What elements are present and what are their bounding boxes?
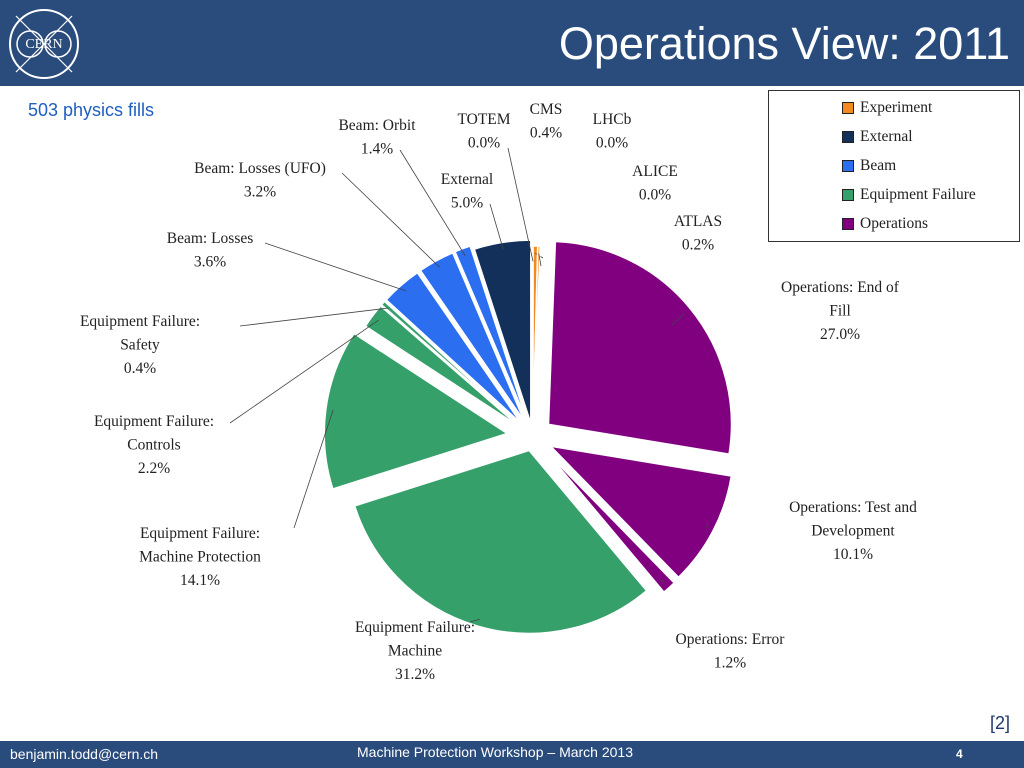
leader-line — [706, 520, 709, 528]
title-bar: CERN Operations View: 2011 — [0, 0, 1024, 86]
pie-slice — [545, 451, 676, 594]
slice-label: Operations: Error 1.2% — [676, 631, 786, 672]
legend-label: External — [860, 128, 913, 145]
footer-bar: benjamin.todd@cern.ch Machine Protection… — [0, 741, 1024, 768]
legend-swatch-external — [842, 131, 854, 143]
slice-label: Equipment Failure: Controls 2.2% — [94, 413, 214, 477]
pie-slice — [473, 239, 532, 424]
footer-email: benjamin.todd@cern.ch — [10, 746, 159, 762]
pie-slice — [353, 449, 648, 635]
pie-chart: CMS 0.4% LHCb 0.0%ALICE 0.0% ATLAS 0.2% Operati… — [80, 101, 917, 683]
logo-text: CERN — [25, 37, 62, 52]
legend-label: Experiment — [860, 99, 933, 116]
legend-item-equipment-failure: Equipment Failure — [842, 184, 976, 206]
pie-slice — [385, 271, 522, 424]
slice-label: Equipment Failure: Safety 0.4% — [80, 313, 200, 377]
legend-swatch-equipment-failure — [842, 189, 854, 201]
legend-label: Equipment Failure — [860, 186, 976, 203]
subtitle: 503 physics fills — [28, 100, 155, 120]
cern-logo: CERN — [9, 9, 79, 79]
legend-label: Operations — [860, 215, 929, 232]
leader-line — [239, 307, 389, 327]
slice-label: Operations: End of Fill 27.0% — [781, 279, 900, 343]
legend-item-beam: Beam — [842, 155, 896, 177]
slice-label: CMS 0.4% — [530, 101, 563, 142]
slice-label: External 5.0% — [441, 171, 494, 212]
legend-item-external: External — [842, 126, 913, 148]
leader-line — [660, 579, 665, 583]
slice-label: ATLAS 0.2% — [674, 213, 722, 254]
slice-label: Beam: Losses (UFO) 3.2% — [194, 160, 326, 201]
pie-slice — [548, 445, 733, 579]
pie-slice — [419, 251, 526, 422]
pie-slice — [547, 240, 733, 455]
leader-line — [399, 149, 466, 256]
slice-label: Operations: Test and Development 10.1% — [789, 499, 917, 563]
slice-label: Equipment Failure: Machine Protection 14.1… — [139, 525, 261, 589]
pie-slice — [380, 300, 521, 426]
leader-line — [538, 253, 542, 267]
legend-swatch-experiment — [842, 102, 854, 114]
slice-label: ALICE 0.0% — [632, 163, 678, 204]
slice-label: Equipment Failure: Machine 31.2% — [355, 619, 475, 683]
pie-slice — [454, 245, 528, 421]
pie-slice — [532, 245, 541, 430]
pie-slice — [364, 304, 520, 427]
slice-label: LHCb 0.0% — [593, 111, 632, 152]
legend-item-experiment: Experiment — [842, 97, 932, 119]
legend-item-operations: Operations — [842, 213, 928, 235]
leader-line — [264, 242, 406, 292]
pie-slice — [323, 332, 509, 490]
leader-line — [229, 319, 379, 424]
page-number: 4 — [956, 747, 963, 761]
legend-label: Beam — [860, 157, 897, 174]
legend-swatch-operations — [842, 218, 854, 230]
leader-line — [489, 203, 504, 250]
reference-marker: [2] — [989, 713, 1010, 733]
leader-line — [507, 147, 534, 262]
slice-label: Beam: Orbit 1.4% — [338, 117, 416, 158]
leader-line — [293, 409, 334, 529]
slice-label: TOTEM 0.0% — [457, 111, 510, 152]
leader-line — [469, 618, 481, 623]
legend-swatch-beam — [842, 160, 854, 172]
footer-event: Machine Protection Workshop – March 2013 — [357, 744, 633, 760]
slice-label: Beam: Losses 3.6% — [167, 230, 254, 271]
slide-title: Operations View: 2011 — [558, 18, 1010, 69]
leader-line — [341, 172, 440, 268]
chart-legend: Experiment External Beam Equipment Failu… — [768, 90, 1020, 242]
leader-line — [671, 312, 685, 326]
